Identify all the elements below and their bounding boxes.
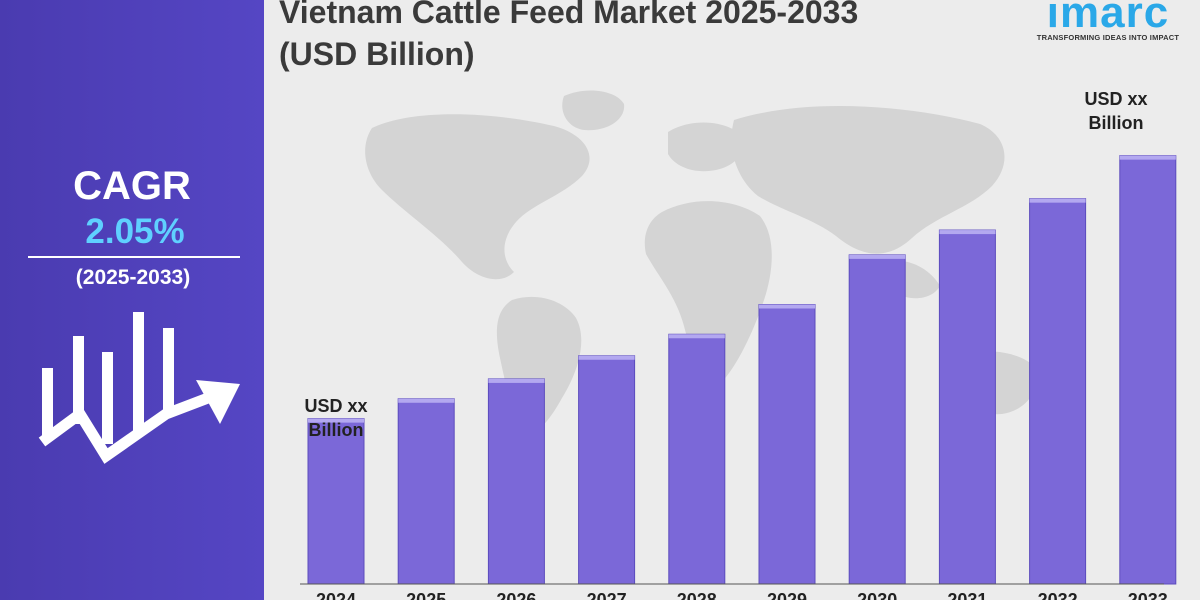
bar-2026: [487, 378, 545, 585]
bar-2029: [758, 304, 816, 585]
imarc-logo: imarc TRANSFORMING IDEAS INTO IMPACT: [1026, 0, 1190, 46]
x-tick-labels: 2024 2025 2026 2027 2028 2029 2030 2031 2032 2033: [316, 590, 1168, 600]
bar-highlight-2030: [849, 254, 906, 259]
x-tick-2029: 2029: [767, 590, 807, 600]
map-asia: [731, 106, 1005, 254]
last-bar-data-label: USD xx Billion: [1056, 87, 1176, 135]
x-tick-2025: 2025: [406, 590, 446, 600]
last-bar-label-line2: Billion: [1088, 113, 1144, 133]
map-greenland: [562, 90, 625, 131]
bar-highlight-2027: [578, 355, 635, 360]
bar-highlight-2026: [488, 378, 545, 383]
last-bar-label-line1: USD xx: [1084, 89, 1148, 109]
x-tick-2030: 2030: [857, 590, 897, 600]
bar-2032: [1029, 198, 1087, 585]
bar-highlight-2031: [939, 230, 996, 235]
bar-2028: [668, 333, 726, 585]
bar-highlight-2028: [668, 334, 725, 339]
x-tick-2027: 2027: [587, 590, 627, 600]
bar-highlight-2029: [759, 304, 815, 309]
cagr-divider: [28, 256, 240, 258]
map-africa: [644, 201, 772, 388]
map-europe: [668, 122, 744, 172]
bar-highlight-2033: [1119, 155, 1176, 160]
cagr-value: 2.05%: [85, 212, 185, 251]
x-tick-2026: 2026: [496, 590, 536, 600]
sidebar: CAGR 2.05% (2025-2033): [0, 0, 264, 600]
x-tick-2032: 2032: [1038, 590, 1078, 600]
cagr-period: (2025-2033): [75, 266, 191, 289]
bar-chart: 2024 2025 2026 2027 2028 2029 2030 2031 2032 2033: [300, 90, 1177, 600]
bar-highlight-2024: [308, 418, 364, 423]
bar-2031: [938, 229, 996, 585]
bar-highlight-2025: [398, 398, 455, 403]
x-tick-2031: 2031: [947, 590, 987, 600]
x-tick-2033: 2033: [1128, 590, 1168, 600]
bar-2024: [307, 418, 365, 585]
logo-tagline: TRANSFORMING IDEAS INTO IMPACT: [1036, 33, 1180, 42]
x-tick-2028: 2028: [677, 590, 717, 600]
bar-2025: [397, 398, 455, 585]
bar-chart-growth-arrow-icon: [38, 312, 240, 464]
first-bar-data-label: USD xx Billion: [276, 394, 396, 442]
bar-2027: [578, 355, 636, 585]
first-bar-label-line1: USD xx: [304, 396, 368, 416]
x-tick-2024: 2024: [316, 590, 356, 600]
logo-wordmark: imarc: [1046, 0, 1170, 37]
first-bar-label-line2: Billion: [308, 420, 364, 440]
map-north-america: [365, 114, 590, 280]
cagr-label: CAGR: [73, 164, 191, 208]
bars: [300, 155, 1177, 585]
chart-title-line2: (USD Billion): [279, 36, 475, 72]
bar-highlight-2032: [1029, 198, 1086, 203]
bar-2033: [1119, 155, 1177, 585]
bar-2030: [848, 254, 906, 585]
chart-title-line1: Vietnam Cattle Feed Market 2025-2033: [279, 0, 859, 30]
